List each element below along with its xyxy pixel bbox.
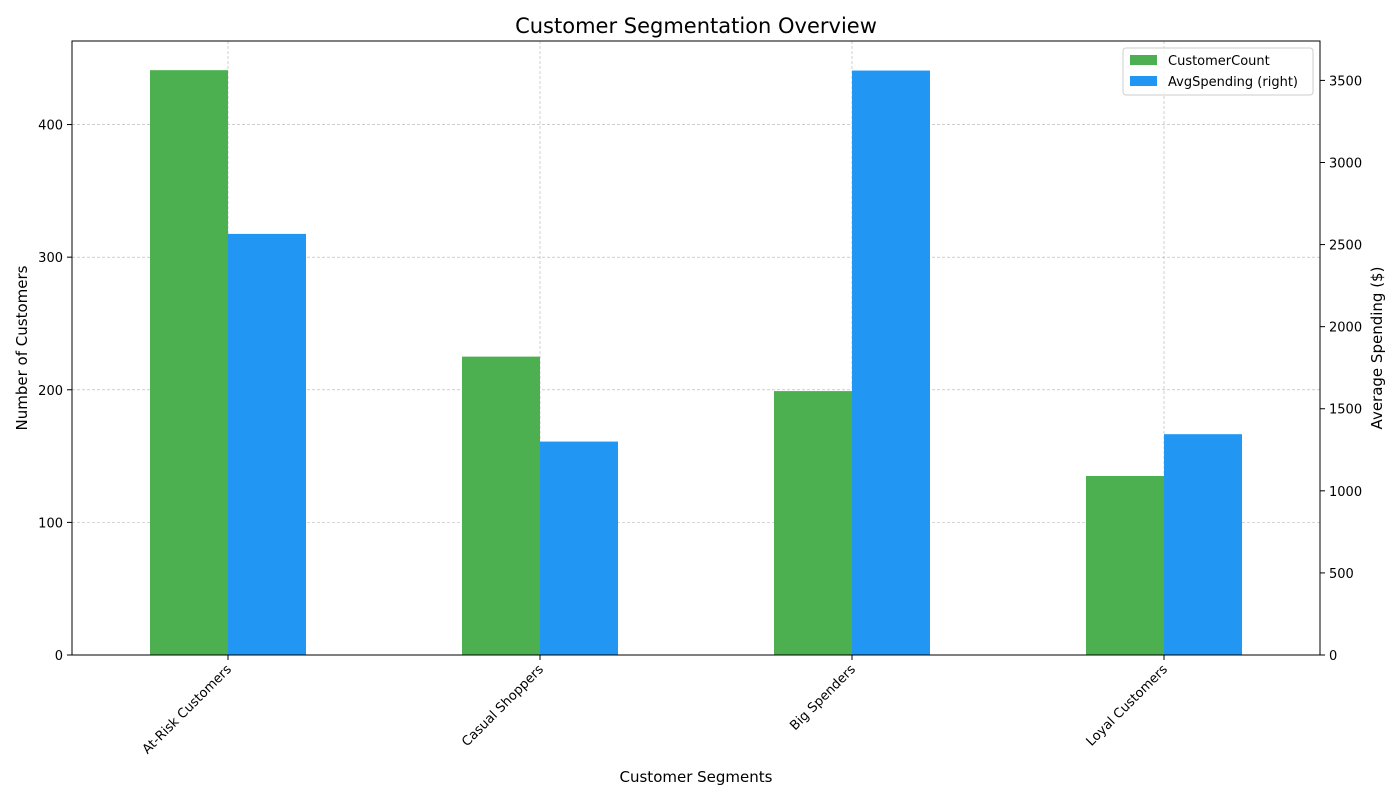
y-axis-title: Number of Customers (13, 265, 31, 430)
legend-label-customercount: CustomerCount (1168, 54, 1270, 69)
y2-tick-label: 1500 (1329, 403, 1362, 418)
x-tick-label: Big Spenders (787, 662, 859, 734)
legend-box (1122, 47, 1314, 96)
x-tick-label: Casual Shoppers (459, 662, 547, 750)
y2-tick-label: 1000 (1329, 485, 1362, 500)
legend-swatch-customercount (1130, 55, 1157, 65)
bar-avgspending-right-1 (540, 441, 618, 655)
bar-avgspending-right-0 (228, 233, 306, 655)
x-tick-label: Loyal Customers (1084, 662, 1171, 749)
y2-tick-label: 2000 (1329, 321, 1362, 336)
y2-tick-label: 3500 (1329, 74, 1362, 89)
y2-tick-label: 2500 (1329, 239, 1362, 254)
y2-tick-label: 500 (1329, 567, 1354, 582)
y-tick-label: 200 (38, 384, 63, 399)
bar-customercount-0 (150, 70, 228, 656)
bars (150, 70, 1242, 656)
y2-axis-title: Average Spending ($) (1368, 267, 1386, 430)
y2-tick-label: 0 (1329, 649, 1337, 664)
legend: CustomerCount AvgSpending (right) (1122, 47, 1314, 96)
x-tick-label: At-Risk Customers (140, 662, 235, 757)
bar-customercount-3 (1086, 475, 1164, 655)
bar-customercount-2 (774, 391, 852, 655)
chart-title: Customer Segmentation Overview (515, 14, 877, 38)
x-axis-title: Customer Segments (620, 768, 773, 786)
y-tick-label: 0 (55, 649, 63, 664)
legend-swatch-avgspending (1130, 76, 1157, 86)
y-tick-label: 100 (38, 516, 63, 531)
y-tick-label: 400 (38, 119, 63, 134)
bar-avgspending-right-3 (1164, 434, 1242, 655)
y-tick-label: 300 (38, 251, 63, 266)
legend-label-avgspending: AvgSpending (right) (1168, 75, 1298, 90)
bar-customercount-1 (462, 356, 540, 655)
bar-avgspending-right-2 (852, 70, 930, 656)
y2-tick-label: 3000 (1329, 156, 1362, 171)
plot-frame (71, 40, 1321, 656)
